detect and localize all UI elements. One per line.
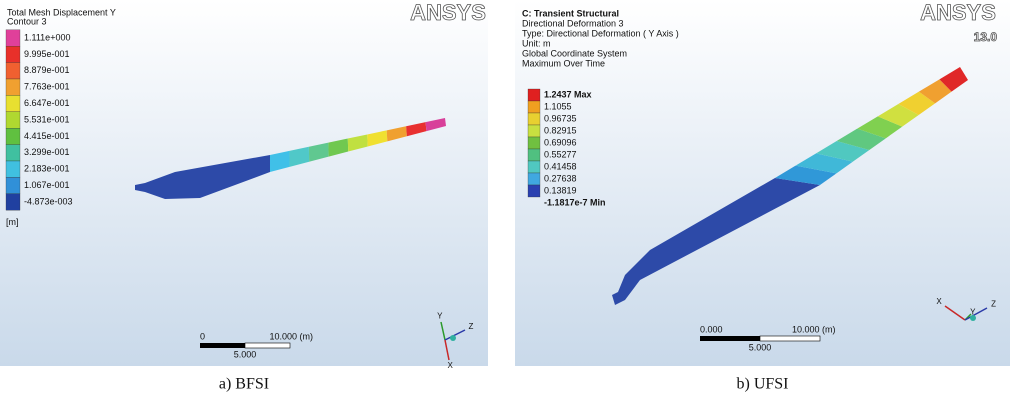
legend-label: 7.763e-001 bbox=[24, 82, 70, 92]
legend-label: 0.41458 bbox=[544, 161, 577, 171]
scale-bar-black bbox=[700, 336, 760, 341]
legend-label: 9.995e-001 bbox=[24, 49, 70, 59]
legend-swatch bbox=[528, 173, 540, 185]
legend-swatch bbox=[6, 161, 20, 177]
legend-label: 0.69096 bbox=[544, 137, 577, 147]
legend-swatch bbox=[6, 145, 20, 161]
legend-swatch bbox=[6, 63, 20, 79]
legend-label: 6.647e-001 bbox=[24, 98, 70, 108]
legend-label: 1.067e-001 bbox=[24, 180, 70, 190]
triad-label: Z bbox=[991, 300, 996, 309]
legend-label: 2.183e-001 bbox=[24, 164, 70, 174]
legend-swatch bbox=[6, 30, 20, 46]
triad-label: Y bbox=[437, 312, 443, 321]
legend-label: 0.13819 bbox=[544, 185, 577, 195]
logo: ANSYS bbox=[410, 0, 486, 25]
legend-swatch bbox=[6, 128, 20, 144]
legend-label: 0.96735 bbox=[544, 113, 577, 123]
triad-label: X bbox=[936, 297, 942, 306]
legend-swatch bbox=[6, 177, 20, 193]
triad-origin bbox=[970, 315, 976, 321]
legend-label: 1.111e+000 bbox=[24, 32, 70, 42]
legend-swatch bbox=[528, 89, 540, 101]
legend-swatch bbox=[6, 79, 20, 95]
legend-swatch bbox=[528, 185, 540, 197]
legend-label: 8.879e-001 bbox=[24, 65, 70, 75]
caption: b) UFSI bbox=[736, 376, 788, 393]
legend-swatch bbox=[528, 161, 540, 173]
scale-bar-white bbox=[760, 336, 820, 341]
version: 13.0 bbox=[974, 30, 998, 44]
header-line: Maximum Over Time bbox=[522, 58, 605, 68]
scale-end: 10.000 (m) bbox=[270, 331, 314, 341]
scale-end: 10.000 (m) bbox=[792, 324, 836, 334]
legend-label: 0.55277 bbox=[544, 149, 577, 159]
scale-start: 0.000 bbox=[700, 324, 723, 334]
legend-unit: [m] bbox=[6, 217, 19, 227]
triad-origin bbox=[450, 335, 456, 341]
viewport-a bbox=[0, 0, 488, 366]
triad-label: Z bbox=[469, 322, 474, 331]
scale-mid: 5.000 bbox=[234, 349, 257, 359]
header-line: C: Transient Structural bbox=[522, 8, 619, 18]
scale-mid: 5.000 bbox=[749, 342, 772, 352]
header-line: Directional Deformation 3 bbox=[522, 18, 624, 28]
legend-swatch bbox=[6, 95, 20, 111]
header-line: Global Coordinate System bbox=[522, 48, 627, 58]
legend-label: 0.82915 bbox=[544, 125, 577, 135]
legend-swatch bbox=[6, 194, 20, 210]
legend-swatch bbox=[528, 149, 540, 161]
logo: ANSYS bbox=[920, 0, 996, 25]
scale-bar-white bbox=[245, 343, 290, 348]
header-line: Type: Directional Deformation ( Y Axis ) bbox=[522, 28, 679, 38]
triad-label: X bbox=[448, 361, 454, 370]
legend-swatch bbox=[6, 46, 20, 62]
legend-label: 1.1055 bbox=[544, 101, 572, 111]
legend-label: -1.1817e-7 Min bbox=[544, 197, 606, 207]
legend-label: 3.299e-001 bbox=[24, 147, 70, 157]
header-line: Contour 3 bbox=[7, 16, 47, 26]
legend-label: 0.27638 bbox=[544, 173, 577, 183]
legend-label: -4.873e-003 bbox=[24, 196, 73, 206]
legend-label: 4.415e-001 bbox=[24, 131, 70, 141]
scale-start: 0 bbox=[200, 331, 205, 341]
scale-bar-black bbox=[200, 343, 245, 348]
legend-swatch bbox=[528, 101, 540, 113]
legend-label: 1.2437 Max bbox=[544, 89, 592, 99]
legend-swatch bbox=[6, 112, 20, 128]
caption: a) BFSI bbox=[219, 376, 269, 393]
header-line: Unit: m bbox=[522, 38, 551, 48]
legend-swatch bbox=[528, 137, 540, 149]
figure: Total Mesh Displacement YContour 31.111e… bbox=[0, 0, 1010, 397]
legend-label: 5.531e-001 bbox=[24, 114, 70, 124]
legend-swatch bbox=[528, 125, 540, 137]
legend-swatch bbox=[528, 113, 540, 125]
